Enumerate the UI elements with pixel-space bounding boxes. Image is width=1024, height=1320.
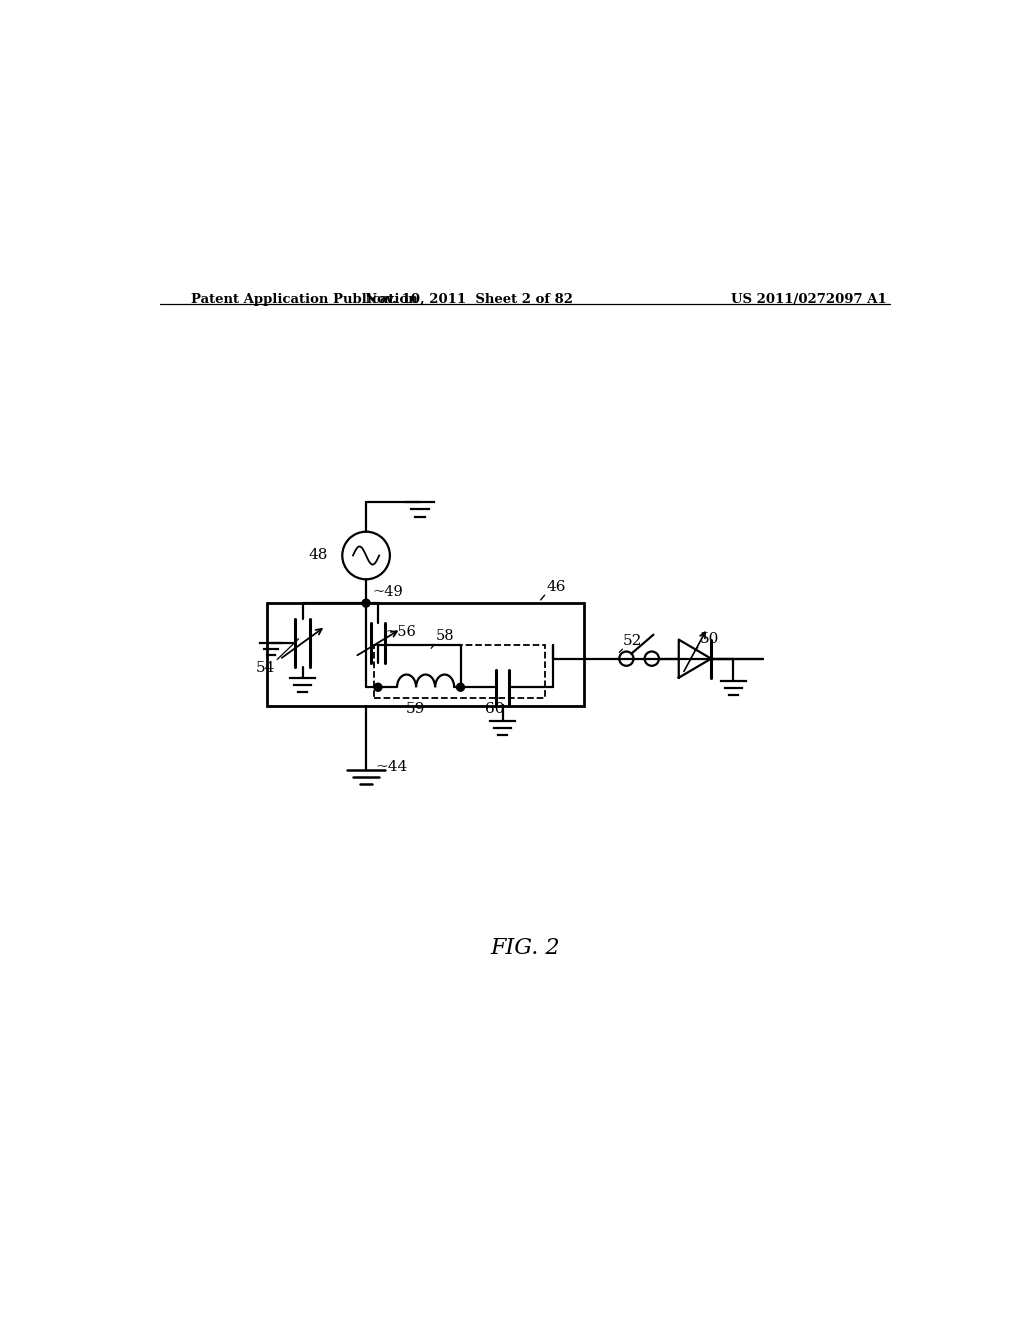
Text: 50: 50 [699,632,719,645]
Bar [267,603,585,706]
Text: ~56: ~56 [386,626,417,639]
Circle shape [374,684,382,692]
Circle shape [362,599,370,607]
Text: 52: 52 [624,634,643,648]
Text: 54: 54 [255,661,274,675]
Circle shape [457,684,465,692]
Text: 59: 59 [406,702,425,717]
Bar [374,645,545,698]
Text: Nov. 10, 2011  Sheet 2 of 82: Nov. 10, 2011 Sheet 2 of 82 [366,293,573,306]
Text: 48: 48 [308,549,328,562]
Text: ~49: ~49 [373,585,403,599]
Text: 46: 46 [546,579,565,594]
Text: 60: 60 [485,702,505,717]
Text: US 2011/0272097 A1: US 2011/0272097 A1 [731,293,887,306]
Text: ~44: ~44 [376,759,408,774]
Text: Patent Application Publication: Patent Application Publication [191,293,418,306]
Text: 58: 58 [436,628,455,643]
Text: FIG. 2: FIG. 2 [490,937,559,960]
